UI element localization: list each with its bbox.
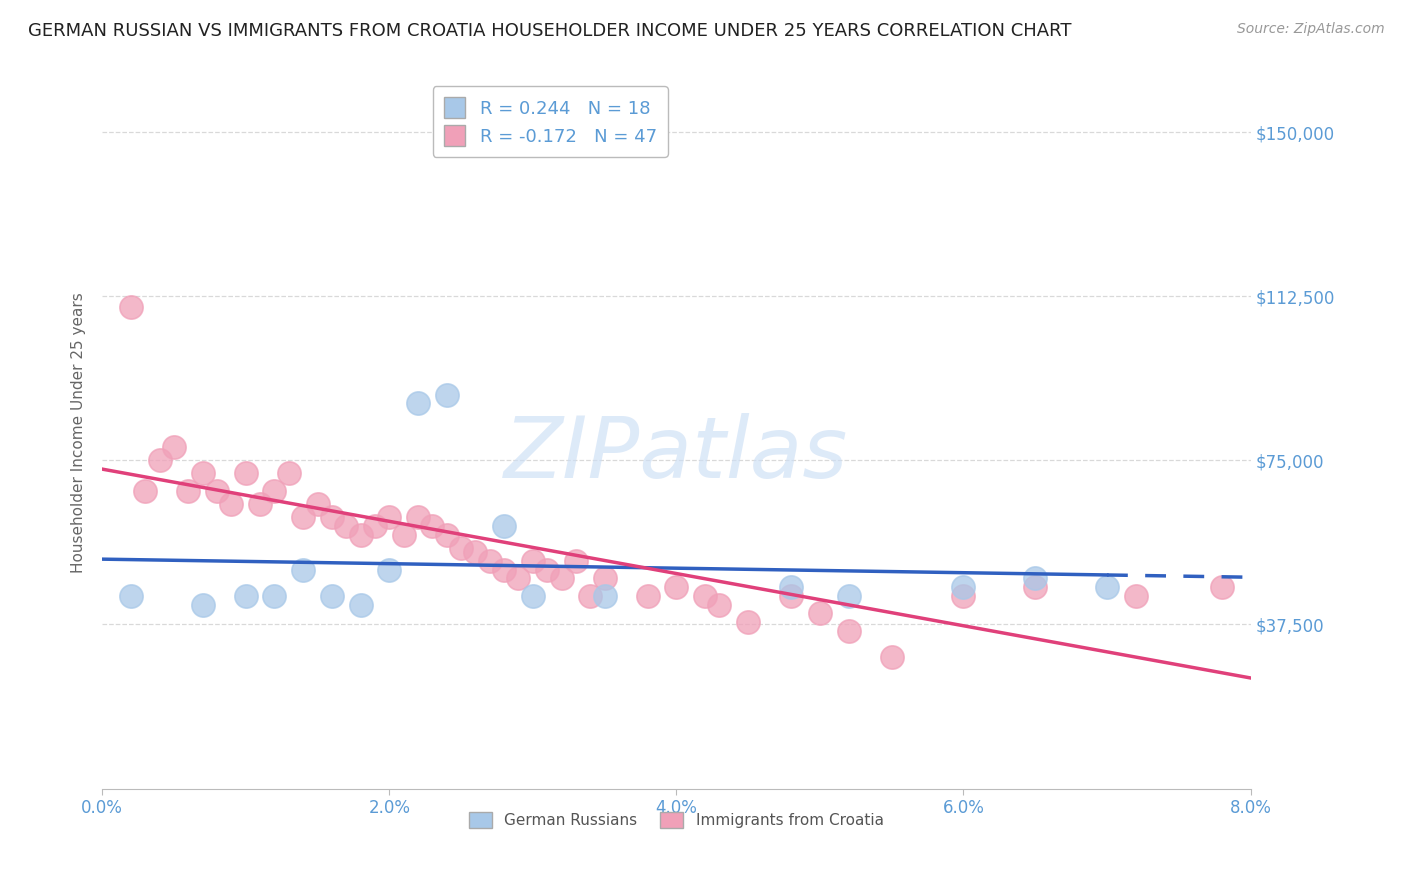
Point bbox=[838, 589, 860, 603]
Point bbox=[205, 483, 228, 498]
Point bbox=[406, 396, 429, 410]
Point bbox=[1211, 580, 1233, 594]
Point bbox=[191, 467, 214, 481]
Point bbox=[737, 615, 759, 630]
Point bbox=[522, 589, 544, 603]
Point bbox=[565, 554, 588, 568]
Point bbox=[665, 580, 688, 594]
Point bbox=[378, 563, 401, 577]
Point bbox=[335, 519, 357, 533]
Point bbox=[536, 563, 558, 577]
Point bbox=[436, 387, 458, 401]
Point bbox=[120, 300, 142, 314]
Point bbox=[134, 483, 156, 498]
Point bbox=[709, 598, 731, 612]
Point bbox=[292, 510, 315, 524]
Point bbox=[450, 541, 472, 555]
Point bbox=[780, 580, 803, 594]
Point bbox=[249, 497, 271, 511]
Point bbox=[780, 589, 803, 603]
Point bbox=[508, 572, 530, 586]
Point bbox=[378, 510, 401, 524]
Point bbox=[593, 589, 616, 603]
Text: GERMAN RUSSIAN VS IMMIGRANTS FROM CROATIA HOUSEHOLDER INCOME UNDER 25 YEARS CORR: GERMAN RUSSIAN VS IMMIGRANTS FROM CROATI… bbox=[28, 22, 1071, 40]
Point bbox=[349, 598, 371, 612]
Point bbox=[235, 589, 257, 603]
Point bbox=[422, 519, 444, 533]
Point bbox=[478, 554, 501, 568]
Point bbox=[952, 589, 974, 603]
Point bbox=[880, 650, 903, 665]
Point bbox=[307, 497, 329, 511]
Point bbox=[263, 589, 285, 603]
Point bbox=[221, 497, 243, 511]
Point bbox=[292, 563, 315, 577]
Point bbox=[1125, 589, 1147, 603]
Point bbox=[693, 589, 716, 603]
Point bbox=[235, 467, 257, 481]
Point bbox=[593, 572, 616, 586]
Legend: German Russians, Immigrants from Croatia: German Russians, Immigrants from Croatia bbox=[463, 806, 890, 834]
Point bbox=[1095, 580, 1118, 594]
Point bbox=[177, 483, 200, 498]
Point bbox=[149, 453, 172, 467]
Point bbox=[120, 589, 142, 603]
Point bbox=[277, 467, 299, 481]
Point bbox=[321, 510, 343, 524]
Point bbox=[952, 580, 974, 594]
Point bbox=[464, 545, 486, 559]
Point bbox=[263, 483, 285, 498]
Point bbox=[579, 589, 602, 603]
Point bbox=[321, 589, 343, 603]
Point bbox=[191, 598, 214, 612]
Point bbox=[550, 572, 572, 586]
Point bbox=[637, 589, 659, 603]
Point bbox=[436, 527, 458, 541]
Y-axis label: Householder Income Under 25 years: Householder Income Under 25 years bbox=[72, 293, 86, 574]
Point bbox=[163, 440, 186, 454]
Text: Source: ZipAtlas.com: Source: ZipAtlas.com bbox=[1237, 22, 1385, 37]
Point bbox=[1024, 580, 1046, 594]
Text: ZIPatlas: ZIPatlas bbox=[505, 413, 848, 496]
Point bbox=[364, 519, 387, 533]
Point bbox=[494, 563, 516, 577]
Point bbox=[522, 554, 544, 568]
Point bbox=[406, 510, 429, 524]
Point bbox=[349, 527, 371, 541]
Point bbox=[494, 519, 516, 533]
Point bbox=[808, 607, 831, 621]
Point bbox=[392, 527, 415, 541]
Point bbox=[838, 624, 860, 638]
Point bbox=[1024, 572, 1046, 586]
